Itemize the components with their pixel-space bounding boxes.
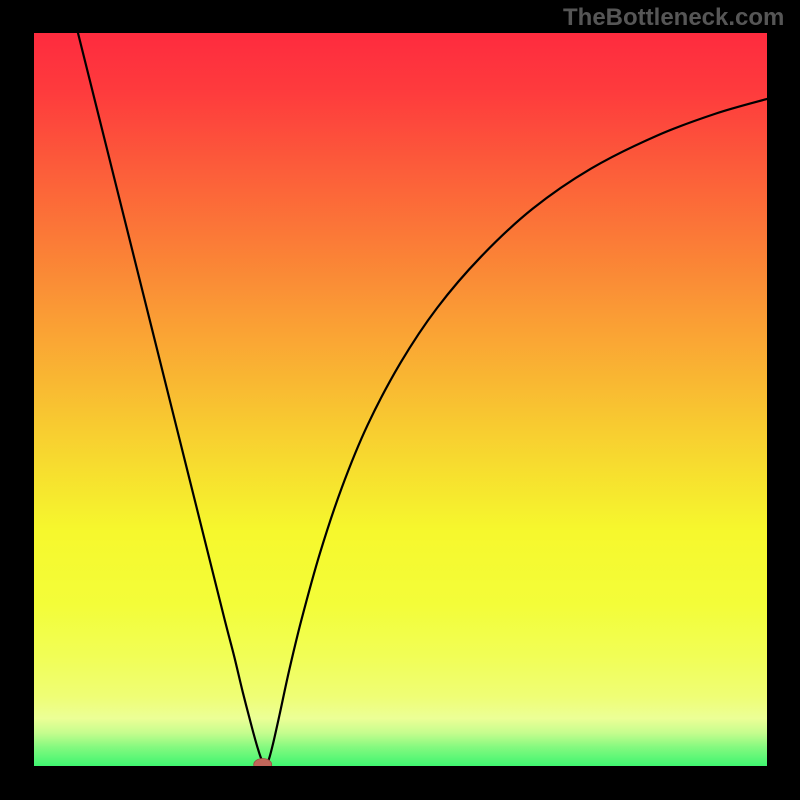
bottleneck-curve — [78, 33, 767, 765]
watermark-text: TheBottleneck.com — [563, 4, 784, 32]
chart-container: TheBottleneck.com — [0, 0, 800, 800]
frame-left — [0, 0, 34, 800]
plot-area — [34, 33, 767, 766]
curve-layer — [34, 33, 767, 766]
frame-right — [767, 0, 800, 800]
frame-bottom — [0, 766, 800, 800]
